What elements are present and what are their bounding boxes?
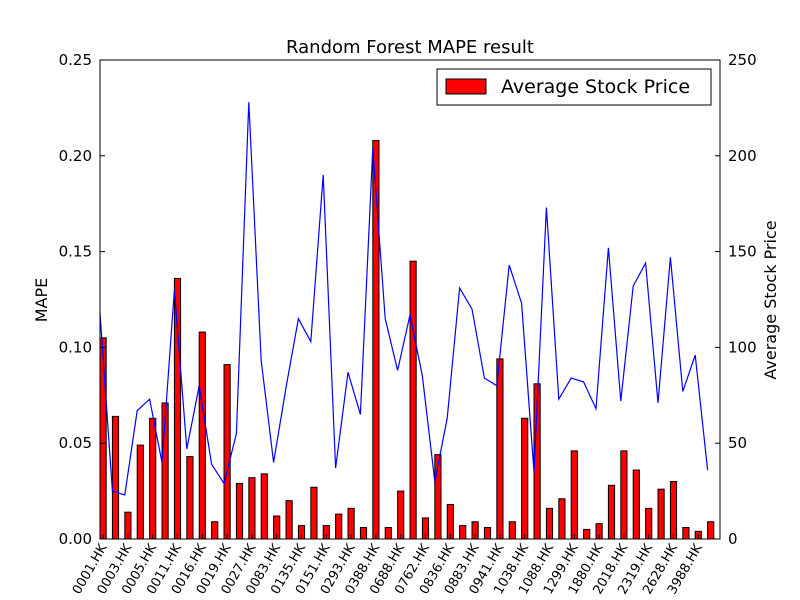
legend-label: Average Stock Price <box>501 76 690 98</box>
bar <box>359 527 368 540</box>
bar <box>682 527 690 540</box>
bar <box>186 456 194 540</box>
bar <box>372 139 380 540</box>
right-tick-label: 150 <box>728 243 757 261</box>
left-tick-label: 0.25 <box>59 51 92 69</box>
left-tick-label: 0.10 <box>59 338 92 356</box>
bar <box>260 473 268 540</box>
bar <box>607 484 616 540</box>
bar <box>285 500 293 540</box>
bar <box>149 417 157 540</box>
bar <box>223 364 231 540</box>
y-axis-label-right: Average Stock Price <box>761 220 780 379</box>
bar <box>310 486 318 540</box>
right-tick-label: 200 <box>728 147 757 165</box>
right-tick-label: 100 <box>728 338 757 356</box>
bar <box>459 525 467 540</box>
bars-layer <box>99 139 715 540</box>
bar <box>496 358 504 540</box>
bar <box>173 277 182 540</box>
bar <box>632 469 640 540</box>
bar <box>707 521 715 540</box>
bar <box>570 450 578 540</box>
mape-line <box>99 102 709 496</box>
chart-title: Random Forest MAPE result <box>286 37 534 58</box>
bar <box>669 481 678 540</box>
right-tick-label: 50 <box>728 434 747 452</box>
bar <box>99 337 107 540</box>
legend: Average Stock Price <box>436 68 712 106</box>
right-axis: 0 50 100 150 200 250 <box>715 51 757 548</box>
bar <box>521 417 529 540</box>
bar <box>198 331 206 540</box>
bar <box>111 415 120 540</box>
bar <box>248 477 256 540</box>
bar <box>620 450 628 540</box>
y-axis-label-left: MAPE <box>32 278 51 323</box>
bar <box>446 504 454 540</box>
bar <box>558 498 566 540</box>
bar <box>409 260 417 540</box>
plot-frame <box>99 59 721 540</box>
left-tick-label: 0.05 <box>59 434 92 452</box>
left-axis: 0.00 0.05 0.10 0.15 0.20 0.25 <box>59 51 105 548</box>
line-layer <box>99 102 709 496</box>
bar <box>483 527 492 540</box>
bar <box>235 482 244 540</box>
left-tick-label: 0.15 <box>59 243 92 261</box>
bar <box>384 527 392 540</box>
right-tick-label: 250 <box>728 51 757 69</box>
bar <box>508 521 516 540</box>
bar <box>136 444 144 540</box>
bar <box>211 521 219 540</box>
bar <box>657 488 665 540</box>
left-tick-label: 0.20 <box>59 147 92 165</box>
bar <box>335 513 343 540</box>
bar <box>397 490 405 540</box>
bar <box>583 528 591 540</box>
right-tick-label: 0 <box>728 530 738 548</box>
x-axis: 0001.HK0003.HK0005.HK0011.HK0016.HK0019.… <box>70 534 706 597</box>
left-tick-label: 0.00 <box>59 530 92 548</box>
legend-swatch <box>445 78 487 95</box>
